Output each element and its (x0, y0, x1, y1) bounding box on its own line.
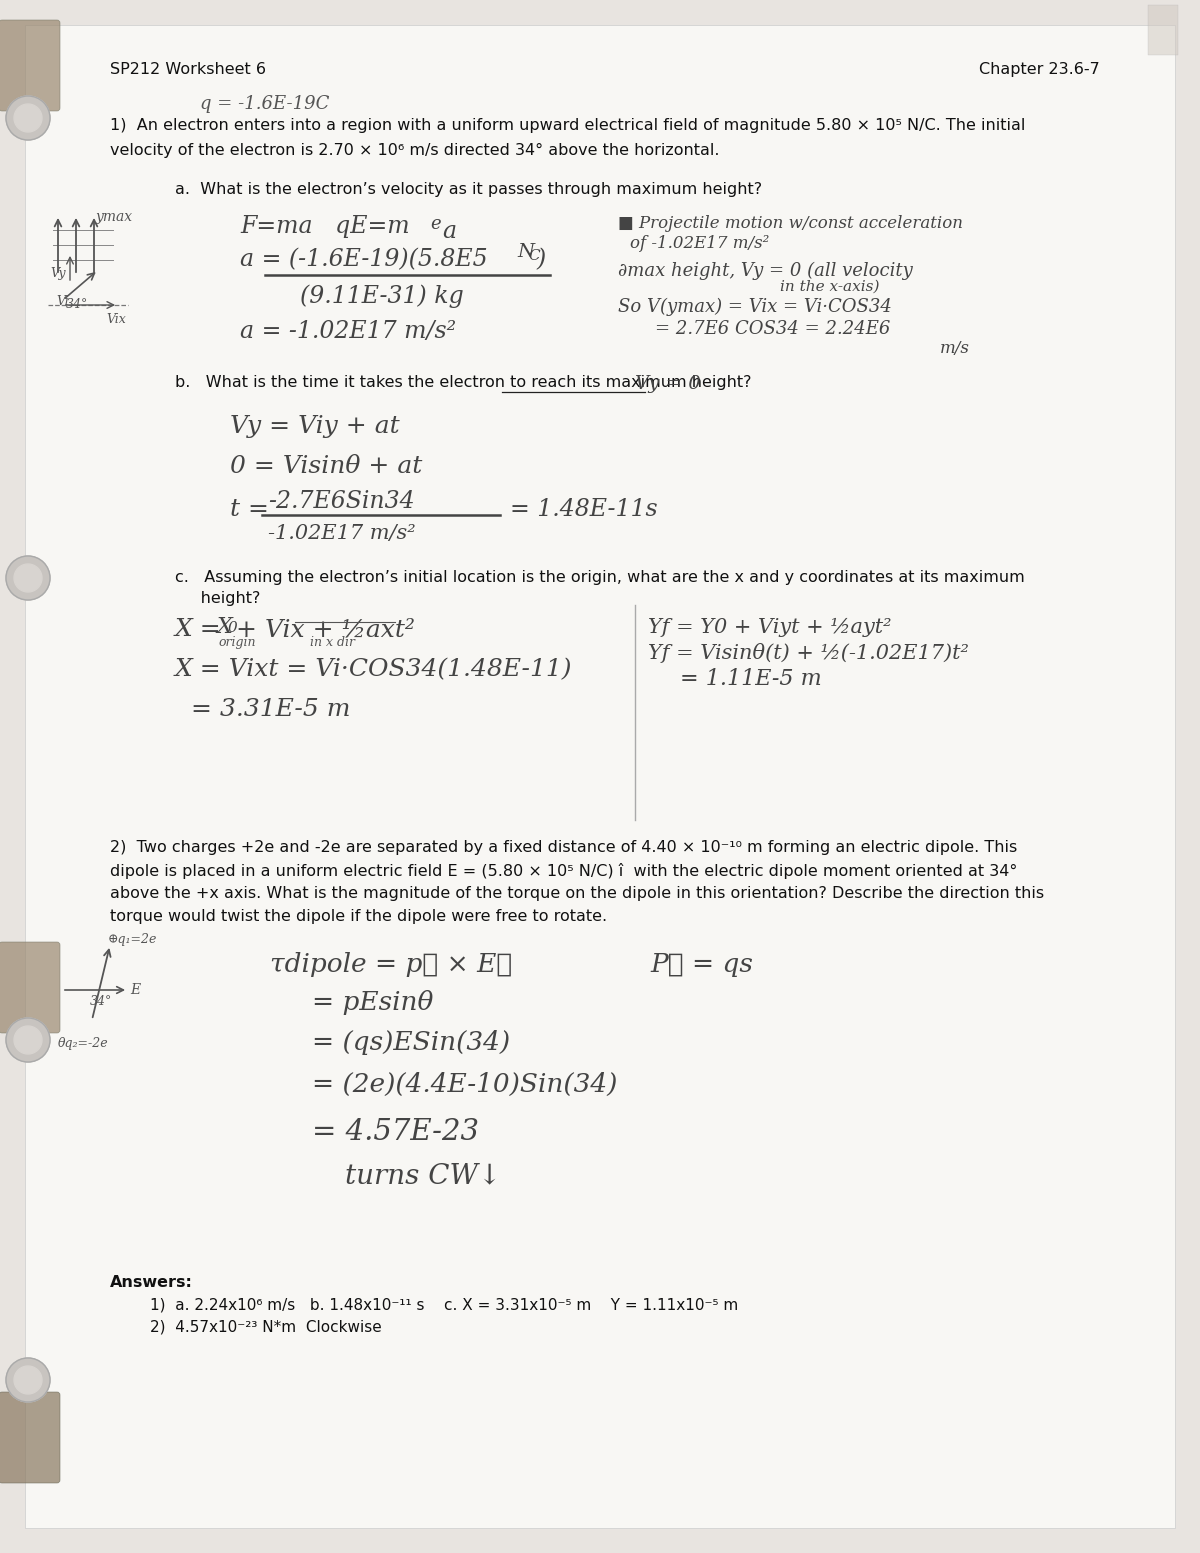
Text: X = Vixt = Vi·COS34(1.48E-11): X = Vixt = Vi·COS34(1.48E-11) (175, 658, 572, 682)
Text: turns CW↓: turns CW↓ (346, 1162, 502, 1190)
Text: ⊕q₁=2e: ⊕q₁=2e (108, 933, 157, 946)
Text: of -1.02E17 m/s²: of -1.02E17 m/s² (630, 235, 769, 252)
Text: So V(ymax) = Vix = Vi·COS34: So V(ymax) = Vix = Vi·COS34 (618, 298, 892, 317)
Text: m/s: m/s (940, 340, 970, 357)
Circle shape (6, 96, 50, 140)
Text: = 4.57E-23: = 4.57E-23 (312, 1118, 479, 1146)
FancyBboxPatch shape (0, 20, 60, 110)
Text: in the x-axis): in the x-axis) (780, 280, 880, 294)
Text: = pEsinθ: = pEsinθ (312, 989, 433, 1016)
Text: a = (-1.6E-19)(5.8E5: a = (-1.6E-19)(5.8E5 (240, 248, 487, 272)
Text: ∂max height, Vy = 0 (all velocity: ∂max height, Vy = 0 (all velocity (618, 262, 913, 280)
Text: Chapter 23.6-7: Chapter 23.6-7 (979, 62, 1100, 78)
Text: X =: X = (175, 618, 222, 641)
Text: -1.02E17 m/s²: -1.02E17 m/s² (268, 523, 415, 544)
Text: + Vix + ½axt²: + Vix + ½axt² (236, 618, 415, 641)
Text: N: N (517, 242, 534, 261)
Text: Vy: Vy (50, 267, 66, 280)
Text: e: e (430, 214, 440, 233)
FancyBboxPatch shape (0, 1391, 60, 1483)
Text: E: E (130, 983, 140, 997)
Text: origin: origin (218, 637, 256, 649)
Text: = 2.7E6 COS34 = 2.24E6: = 2.7E6 COS34 = 2.24E6 (655, 320, 890, 339)
Text: Yf = Visinθ(t) + ½(-1.02E17)t²: Yf = Visinθ(t) + ½(-1.02E17)t² (648, 643, 968, 663)
Text: Answers:: Answers: (110, 1275, 193, 1291)
Text: a: a (442, 221, 456, 242)
Text: 0 = Visinθ + at: 0 = Visinθ + at (230, 455, 422, 478)
Circle shape (14, 1367, 42, 1395)
Text: ■ Projectile motion w/const acceleration: ■ Projectile motion w/const acceleration (618, 214, 964, 231)
Text: P⃗ = qs: P⃗ = qs (650, 952, 752, 977)
Text: dipole is placed in a uniform electric field E = (5.80 × 10⁵ N/C) î  with the el: dipole is placed in a uniform electric f… (110, 863, 1018, 879)
Text: ): ) (536, 248, 545, 272)
Text: SP212 Worksheet 6: SP212 Worksheet 6 (110, 62, 266, 78)
Text: a.  What is the electron’s velocity as it passes through maximum height?: a. What is the electron’s velocity as it… (175, 182, 762, 197)
Text: 34°: 34° (66, 298, 89, 311)
Text: above the +x axis. What is the magnitude of the torque on the dipole in this ori: above the +x axis. What is the magnitude… (110, 887, 1044, 901)
Text: Yf = Y0 + Viyt + ½ayt²: Yf = Y0 + Viyt + ½ayt² (648, 618, 892, 637)
Text: torque would twist the dipole if the dipole were free to rotate.: torque would twist the dipole if the dip… (110, 909, 607, 924)
Text: 2)  4.57x10⁻²³ N*m  Clockwise: 2) 4.57x10⁻²³ N*m Clockwise (150, 1320, 382, 1336)
Text: = (2e)(4.4E-10)Sin(34): = (2e)(4.4E-10)Sin(34) (312, 1072, 617, 1096)
Text: 0: 0 (228, 621, 238, 635)
Text: a = -1.02E17 m/s²: a = -1.02E17 m/s² (240, 320, 456, 343)
Text: F=ma   qE=m: F=ma qE=m (240, 214, 409, 238)
Text: Vy = 0: Vy = 0 (635, 374, 701, 393)
Text: Vix: Vix (106, 314, 126, 326)
Text: (9.11E-31) kg: (9.11E-31) kg (300, 284, 463, 307)
Text: = 3.31E-5 m: = 3.31E-5 m (175, 697, 350, 721)
Circle shape (14, 104, 42, 132)
Text: = 1.11E-5 m: = 1.11E-5 m (680, 668, 822, 690)
Circle shape (6, 556, 50, 599)
Circle shape (14, 564, 42, 592)
Text: 34°: 34° (90, 995, 113, 1008)
Text: velocity of the electron is 2.70 × 10⁶ m/s directed 34° above the horizontal.: velocity of the electron is 2.70 × 10⁶ m… (110, 143, 720, 158)
Text: = 1.48E-11s: = 1.48E-11s (510, 499, 658, 520)
FancyBboxPatch shape (0, 943, 60, 1033)
Text: θq₂=-2e: θq₂=-2e (58, 1037, 109, 1050)
FancyBboxPatch shape (1148, 5, 1178, 54)
Text: height?: height? (175, 592, 260, 606)
Text: = (qs)ESin(34): = (qs)ESin(34) (312, 1030, 510, 1054)
Circle shape (6, 1357, 50, 1402)
Text: c.   Assuming the electron’s initial location is the origin, what are the x and : c. Assuming the electron’s initial locat… (175, 570, 1025, 585)
Text: X: X (216, 617, 232, 638)
Text: q = -1.6E-19C: q = -1.6E-19C (200, 95, 329, 113)
Text: -2.7E6Sin34: -2.7E6Sin34 (268, 491, 415, 512)
Text: ymax: ymax (96, 210, 133, 224)
Text: in x dir: in x dir (310, 637, 355, 649)
Text: C: C (528, 248, 540, 262)
Text: t =: t = (230, 499, 269, 520)
Text: Vy = Viy + at: Vy = Viy + at (230, 415, 400, 438)
Circle shape (14, 1027, 42, 1054)
Text: 1)  An electron enters into a region with a uniform upward electrical field of m: 1) An electron enters into a region with… (110, 118, 1025, 134)
Text: Vi: Vi (56, 295, 68, 307)
Circle shape (6, 1019, 50, 1062)
Text: 1)  a. 2.24x10⁶ m/s   b. 1.48x10⁻¹¹ s    c. X = 3.31x10⁻⁵ m    Y = 1.11x10⁻⁵ m: 1) a. 2.24x10⁶ m/s b. 1.48x10⁻¹¹ s c. X … (150, 1298, 738, 1312)
Text: b.   What is the time it takes the electron to reach its maximum height?: b. What is the time it takes the electro… (175, 374, 751, 390)
FancyBboxPatch shape (25, 25, 1175, 1528)
Text: 2)  Two charges +2e and -2e are separated by a fixed distance of 4.40 × 10⁻¹⁰ m : 2) Two charges +2e and -2e are separated… (110, 840, 1018, 856)
Text: τdipole = p⃗ × E⃗: τdipole = p⃗ × E⃗ (270, 952, 512, 977)
